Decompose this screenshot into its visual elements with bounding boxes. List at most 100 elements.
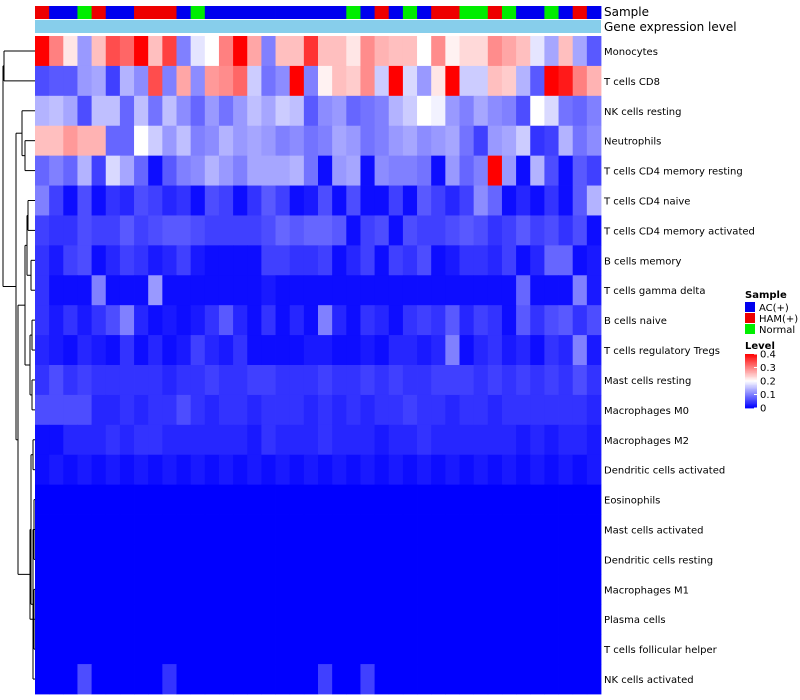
heatmap-cell bbox=[218, 215, 234, 246]
heatmap-cell bbox=[275, 514, 291, 545]
heatmap-cell bbox=[176, 245, 192, 276]
heatmap-cell bbox=[417, 155, 432, 186]
sample-annotation-cell bbox=[572, 6, 588, 19]
heatmap-cell bbox=[360, 664, 375, 695]
heatmap-cell bbox=[204, 36, 220, 67]
heatmap-cell bbox=[473, 305, 489, 336]
heatmap-cell bbox=[516, 185, 531, 216]
heatmap-cell bbox=[318, 604, 333, 635]
heatmap-cell bbox=[346, 484, 361, 515]
heatmap-cell bbox=[35, 424, 50, 456]
heatmap-cell bbox=[459, 484, 475, 515]
heatmap-cell bbox=[204, 634, 220, 665]
heatmap-cell bbox=[119, 634, 135, 665]
heatmap-cell bbox=[360, 215, 375, 246]
heatmap-cell bbox=[218, 305, 234, 336]
level-legend-gradient-step bbox=[745, 403, 757, 406]
heatmap-cell bbox=[289, 305, 305, 336]
heatmap-cell bbox=[417, 275, 432, 306]
heatmap-cell bbox=[417, 514, 432, 545]
heatmap-cell bbox=[572, 305, 588, 336]
heatmap-cell bbox=[346, 275, 361, 306]
level-legend-gradient-step bbox=[745, 401, 757, 403]
heatmap-cell bbox=[487, 185, 503, 216]
heatmap-cell bbox=[530, 245, 545, 276]
level-legend-gradient-step bbox=[745, 371, 757, 374]
heatmap-cell bbox=[49, 514, 64, 545]
heatmap-cell bbox=[176, 335, 192, 366]
heatmap-cell bbox=[501, 574, 517, 605]
heatmap-cell bbox=[346, 305, 361, 336]
expression-annotation-label: Gene expression level bbox=[604, 20, 737, 34]
heatmap-cell bbox=[501, 484, 517, 515]
heatmap-cell bbox=[247, 36, 262, 67]
sample-annotation-label: Sample bbox=[604, 5, 649, 19]
heatmap-cell bbox=[516, 634, 531, 665]
heatmap-cell bbox=[431, 664, 446, 695]
heatmap-cell bbox=[233, 305, 248, 336]
heatmap-cell bbox=[544, 574, 559, 605]
heatmap-cell bbox=[91, 394, 107, 426]
heatmap-cell bbox=[204, 305, 220, 336]
heatmap-cell bbox=[275, 65, 291, 97]
heatmap-cell bbox=[289, 664, 305, 695]
heatmap-cell bbox=[431, 604, 446, 635]
sample-annotation-cell bbox=[119, 6, 135, 19]
sample-annotation-cell bbox=[360, 6, 375, 19]
heatmap-cell bbox=[572, 514, 588, 545]
heatmap-cell bbox=[119, 365, 135, 396]
sample-annotation-cell bbox=[501, 6, 517, 19]
heatmap-cell bbox=[374, 155, 390, 186]
heatmap-cell bbox=[346, 125, 361, 157]
heatmap-cell bbox=[134, 454, 149, 486]
heatmap-cells bbox=[35, 36, 602, 695]
heatmap-cell bbox=[487, 604, 503, 635]
heatmap-cell bbox=[218, 275, 234, 306]
heatmap-cell bbox=[473, 454, 489, 486]
heatmap-cell bbox=[487, 574, 503, 605]
heatmap-cell bbox=[190, 335, 206, 366]
heatmap-cell bbox=[303, 604, 319, 635]
heatmap-cell bbox=[105, 215, 121, 246]
heatmap-cell bbox=[516, 95, 531, 127]
heatmap-cell bbox=[77, 36, 92, 67]
sample-annotation-cell bbox=[487, 6, 503, 19]
heatmap-cell bbox=[63, 454, 78, 486]
heatmap-cell bbox=[303, 305, 319, 336]
heatmap-cell bbox=[289, 95, 305, 127]
heatmap-cell bbox=[516, 454, 531, 486]
heatmap-cell bbox=[247, 634, 262, 665]
heatmap-cell bbox=[459, 95, 475, 127]
heatmap-cell bbox=[544, 305, 559, 336]
sample-annotation-cell bbox=[176, 6, 192, 19]
heatmap-cell bbox=[346, 424, 361, 456]
heatmap-cell bbox=[162, 65, 177, 97]
row-label: Eosinophils bbox=[604, 496, 660, 507]
heatmap-cell bbox=[318, 664, 333, 695]
sample-annotation-cell bbox=[134, 6, 149, 19]
heatmap-cell bbox=[417, 634, 432, 665]
heatmap-cell bbox=[417, 245, 432, 276]
heatmap-cell bbox=[558, 574, 574, 605]
heatmap-cell bbox=[303, 65, 319, 97]
heatmap-cell bbox=[402, 275, 418, 306]
heatmap-cell bbox=[247, 424, 262, 456]
heatmap-cell bbox=[572, 245, 588, 276]
heatmap-cell bbox=[360, 574, 375, 605]
heatmap-cell bbox=[176, 155, 192, 186]
heatmap-cell bbox=[586, 95, 602, 127]
heatmap-cell bbox=[275, 185, 291, 216]
heatmap-cell bbox=[431, 454, 446, 486]
heatmap-cell bbox=[105, 95, 121, 127]
heatmap-cell bbox=[289, 185, 305, 216]
heatmap-cell bbox=[487, 305, 503, 336]
heatmap-cell bbox=[204, 125, 220, 157]
heatmap-cell bbox=[289, 604, 305, 635]
level-legend-gradient-step bbox=[745, 366, 757, 368]
heatmap-cell bbox=[176, 305, 192, 336]
heatmap-cell bbox=[544, 65, 559, 97]
heatmap-cell bbox=[459, 185, 475, 216]
heatmap-cell bbox=[49, 335, 64, 366]
heatmap-cell bbox=[303, 484, 319, 515]
